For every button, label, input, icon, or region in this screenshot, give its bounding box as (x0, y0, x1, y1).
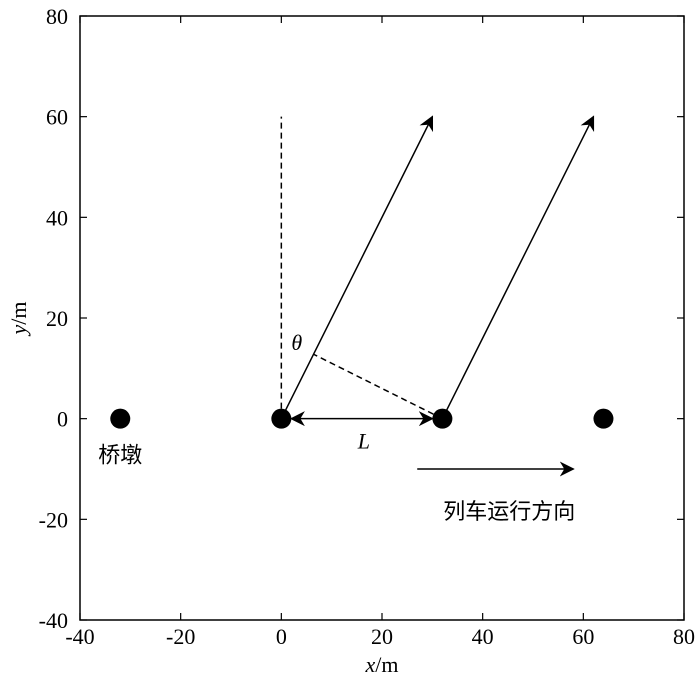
x-tick-label: 60 (572, 624, 594, 649)
x-axis-unit: /m (375, 652, 398, 677)
y-axis-unit: /m (6, 302, 31, 325)
x-axis-label: x/m (365, 652, 399, 677)
y-tick-label: 0 (57, 407, 68, 432)
y-axis-label: y/m (6, 302, 31, 337)
x-tick-label: 40 (472, 624, 494, 649)
y-tick-label: -20 (39, 507, 68, 532)
y-tick-label: -40 (39, 608, 68, 633)
y-tick-label: 20 (46, 306, 68, 331)
plot-frame (79, 15, 685, 621)
pier-dot (271, 408, 292, 429)
pier-dot (432, 408, 453, 429)
x-axis-var: x (365, 652, 376, 677)
wave-direction-arrow-1 (280, 115, 434, 420)
dashed-perpendicular-line (313, 353, 443, 420)
x-tick-label: 0 (276, 624, 287, 649)
pier-label: 桥墩 (98, 443, 142, 468)
spacing-label: L (357, 429, 370, 454)
x-tick-label: -40 (65, 624, 94, 649)
x-tick-label: 20 (371, 624, 393, 649)
theta-label: θ (291, 330, 302, 355)
pier-dot (110, 408, 131, 429)
y-ticks: -40 -20 0 20 40 60 80 (39, 4, 684, 633)
y-axis-var: y (6, 325, 31, 337)
x-tick-label: -20 (166, 624, 195, 649)
y-tick-label: 40 (46, 205, 68, 230)
wave-direction-arrow-2 (441, 115, 595, 420)
train-direction-label: 列车运行方向 (443, 499, 575, 524)
x-ticks: -40 -20 0 20 40 60 80 (65, 16, 695, 649)
y-tick-label: 60 (46, 105, 68, 130)
piers (110, 408, 614, 429)
pier-dot (593, 408, 614, 429)
y-tick-label: 80 (46, 4, 68, 29)
x-tick-label: 80 (673, 624, 695, 649)
